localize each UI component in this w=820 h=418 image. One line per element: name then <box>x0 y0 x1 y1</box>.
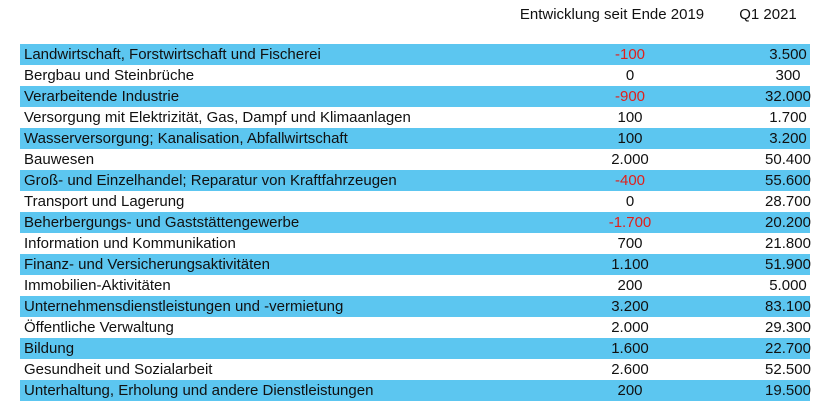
table-row: Immobilien-Aktivitäten 200 5.000 <box>20 275 810 296</box>
table-row: Information und Kommunikation 700 21.800 <box>20 233 811 254</box>
table-row: Verarbeitende Industrie -900 32.000 <box>20 86 811 107</box>
cell: 300 <box>775 67 801 84</box>
row-label: Öffentliche Verwaltung <box>24 319 174 336</box>
table-row: Transport und Lagerung 0 28.700 <box>20 191 811 212</box>
cell: 200 <box>617 382 643 399</box>
cell: 19.500 <box>765 382 811 399</box>
cell: 2.000 <box>611 151 649 168</box>
cell: -900 <box>614 88 646 105</box>
cell: 3.500 <box>769 46 807 63</box>
cell: 200 <box>617 277 643 294</box>
cell: 100 <box>617 130 643 147</box>
cell: 32.000 <box>765 88 811 105</box>
row-label: Bauwesen <box>24 151 95 168</box>
table-row: Finanz- und Versicherungsaktivitäten 1.10… <box>20 254 811 275</box>
table-row: Versorgung mit Elektrizität, Gas, Dampf … <box>20 107 810 128</box>
column-header: Q1 2021 <box>739 6 797 23</box>
table-row: Gesundheit und Sozialarbeit 2.600 52.500 <box>20 359 811 380</box>
cell: 28.700 <box>765 193 811 210</box>
cell: 29.300 <box>765 319 811 336</box>
row-label: Immobilien-Aktivitäten <box>24 277 171 294</box>
cell: 52.500 <box>765 361 811 378</box>
cell: 1.600 <box>611 340 649 357</box>
table-row: Groß- und Einzelhandel; Reparatur von Kr… <box>20 170 811 191</box>
cell: 3.200 <box>611 298 649 315</box>
cell: 700 <box>617 235 643 252</box>
table-row: Wasserversorgung; Kanalisation, Abfallwi… <box>20 128 810 149</box>
row-label: Bergbau und Steinbrüche <box>24 67 195 84</box>
row-label: Versorgung mit Elektrizität, Gas, Dampf … <box>24 109 411 126</box>
table-row: Bildung 1.600 22.700 <box>20 338 811 359</box>
row-label: Unternehmensdienstleistungen und -vermie… <box>24 298 344 315</box>
row-label: Verarbeitende Industrie <box>24 88 180 105</box>
cell: 0 <box>625 193 635 210</box>
table-row: Landwirtschaft, Forstwirtschaft und Fisc… <box>20 44 810 65</box>
table-row: Bergbau und Steinbrüche 0 300 <box>20 65 810 86</box>
cell: 5.000 <box>769 277 807 294</box>
cell: 1.100 <box>611 256 649 273</box>
cell: 100 <box>617 109 643 126</box>
table-row: Unternehmensdienstleistungen und -vermie… <box>20 296 811 317</box>
cell: 2.600 <box>611 361 649 378</box>
row-label: Wasserversorgung; Kanalisation, Abfallwi… <box>24 130 348 147</box>
table-row: Unterhaltung, Erholung und andere Dienst… <box>20 380 811 401</box>
table-row: Bauwesen 2.000 50.400 <box>20 149 811 170</box>
row-label: Groß- und Einzelhandel; Reparatur von Kr… <box>24 172 397 189</box>
cell: 55.600 <box>765 172 811 189</box>
column-header: Entwicklung seit Ende 2019 <box>519 6 705 23</box>
cell: 51.900 <box>765 256 811 273</box>
row-label: Transport und Lagerung <box>24 193 185 210</box>
row-label: Unterhaltung, Erholung und andere Dienst… <box>24 382 374 399</box>
cell: 3.200 <box>769 130 807 147</box>
cell: 21.800 <box>765 235 811 252</box>
row-label: Bildung <box>24 340 75 357</box>
cell: 2.000 <box>611 319 649 336</box>
cell: 1.700 <box>769 109 807 126</box>
row-label: Finanz- und Versicherungsaktivitäten <box>24 256 270 273</box>
row-label: Beherbergungs- und Gaststättengewerbe <box>24 214 300 231</box>
cell: 20.200 <box>765 214 811 231</box>
cell: 83.100 <box>765 298 811 315</box>
row-label: Information und Kommunikation <box>24 235 236 252</box>
row-label: Landwirtschaft, Forstwirtschaft und Fisc… <box>24 46 321 63</box>
cell: 50.400 <box>765 151 811 168</box>
table-row: Beherbergungs- und Gaststättengewerbe -1.… <box>20 212 811 233</box>
cell: -400 <box>614 172 646 189</box>
cell: 0 <box>625 67 635 84</box>
cell: -100 <box>614 46 646 63</box>
cell: -1.700 <box>608 214 652 231</box>
table-row: Öffentliche Verwaltung 2.000 29.300 <box>20 317 811 338</box>
row-label: Gesundheit und Sozialarbeit <box>24 361 213 378</box>
cell: 22.700 <box>765 340 811 357</box>
